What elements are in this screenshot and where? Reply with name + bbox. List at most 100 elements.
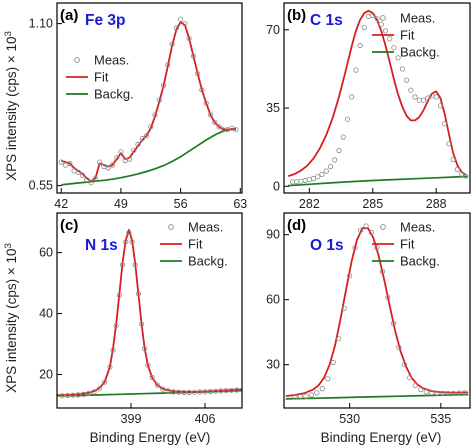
meas-point xyxy=(374,15,380,22)
meas-point xyxy=(363,223,369,229)
panel-title: O 1s xyxy=(310,237,344,254)
meas-point xyxy=(190,53,196,59)
meas-point xyxy=(67,160,73,167)
meas-point xyxy=(385,294,391,301)
meas-point xyxy=(352,245,358,251)
meas-point xyxy=(233,127,239,133)
y-tick-label: 30 xyxy=(266,358,280,372)
meas-point xyxy=(332,157,338,163)
meas-point xyxy=(96,386,102,392)
x-tick-label: 285 xyxy=(362,197,383,211)
meas-point xyxy=(346,273,353,279)
legend-label: Meas. xyxy=(400,11,435,26)
meas-point xyxy=(126,156,133,162)
meas-point xyxy=(84,177,90,183)
meas-point xyxy=(458,171,465,177)
backg-line xyxy=(61,127,237,186)
y-tick-label: 35 xyxy=(266,101,280,115)
y-axis-label-exponent: 3 xyxy=(3,243,14,248)
legend-label: Fit xyxy=(400,28,415,43)
meas-point xyxy=(303,393,309,399)
meas-point xyxy=(181,389,187,396)
meas-point xyxy=(145,362,151,368)
meas-point xyxy=(379,268,386,275)
plot-frame xyxy=(56,2,243,194)
y-axis-label-bottom: XPS intensity (cps) × 103 xyxy=(3,243,19,393)
meas-point xyxy=(80,391,87,397)
meas-point xyxy=(382,28,389,34)
meas-point xyxy=(327,164,334,170)
meas-point xyxy=(403,77,410,83)
y-tick-label: 0 xyxy=(273,179,280,193)
meas-point xyxy=(131,147,137,153)
legend-label: Fit xyxy=(94,70,109,85)
meas-point xyxy=(294,179,300,185)
panel-title: N 1s xyxy=(85,237,118,254)
meas-point xyxy=(58,159,64,165)
meas-point xyxy=(165,388,171,394)
meas-point xyxy=(88,180,94,186)
meas-point xyxy=(446,141,452,147)
meas-point xyxy=(165,62,171,68)
legend-marker-meas xyxy=(380,15,386,21)
meas-point xyxy=(105,165,111,171)
meas-point xyxy=(325,376,331,382)
y-axis-label-top: XPS intensity (cps) × 103 xyxy=(3,31,19,181)
meas-point xyxy=(361,24,367,31)
x-tick-label: 535 xyxy=(430,412,451,426)
plot-area xyxy=(57,228,242,399)
meas-point xyxy=(126,230,132,236)
meas-point xyxy=(70,392,76,398)
meas-point xyxy=(390,320,396,327)
meas-point xyxy=(344,116,350,122)
meas-point xyxy=(297,394,303,400)
meas-point xyxy=(182,20,188,27)
legend-marker-meas xyxy=(380,224,386,230)
meas-point xyxy=(161,82,167,89)
meas-point xyxy=(65,392,71,399)
legend: Meas. Fit Backg. xyxy=(160,220,228,269)
meas-point xyxy=(391,45,397,51)
meas-point xyxy=(86,390,92,396)
meas-point xyxy=(160,386,166,392)
meas-point xyxy=(59,393,65,399)
meas-point xyxy=(365,13,372,19)
panel-title: C 1s xyxy=(310,12,343,29)
meas-point xyxy=(298,178,304,184)
meas-point xyxy=(176,389,182,395)
meas-point xyxy=(445,390,451,397)
meas-point xyxy=(129,239,135,245)
meas-point xyxy=(412,382,418,388)
meas-point xyxy=(314,390,320,396)
fit-line xyxy=(285,227,469,397)
meas-point xyxy=(116,292,123,298)
meas-point xyxy=(357,227,364,233)
meas-point xyxy=(330,359,336,366)
meas-point xyxy=(97,159,103,165)
panel-letter: (a) xyxy=(60,7,78,24)
legend-label: Fit xyxy=(188,237,203,252)
y-axis-label-text: XPS intensity (cps) × 10 xyxy=(4,36,19,180)
meas-point xyxy=(348,94,355,100)
meas-point xyxy=(91,389,97,395)
fit-line xyxy=(60,21,237,183)
meas-point xyxy=(135,291,141,297)
x-tick-label: 56 xyxy=(174,197,188,211)
y-tick-label: 1.10 xyxy=(29,17,53,31)
legend: Meas. Fit Backg. xyxy=(66,53,134,102)
meas-point xyxy=(399,66,405,72)
meas-point xyxy=(154,382,160,388)
panel-c: 399 406 20 40 60 (c) N 1s Meas. Fit Backg. xyxy=(39,212,243,426)
meas-point xyxy=(234,387,240,393)
meas-point xyxy=(378,21,384,27)
meas-point xyxy=(107,364,113,370)
x-axis-label-left: Binding Energy (eV) xyxy=(90,430,211,445)
legend-marker-meas xyxy=(74,57,80,63)
legend: Meas. Fit Backg. xyxy=(372,220,440,269)
panel-title: Fe 3p xyxy=(85,12,125,29)
plot-area xyxy=(285,223,469,400)
meas-point xyxy=(387,36,393,42)
meas-point xyxy=(423,389,429,395)
legend-label: Backg. xyxy=(188,254,228,269)
meas-point xyxy=(202,389,208,395)
